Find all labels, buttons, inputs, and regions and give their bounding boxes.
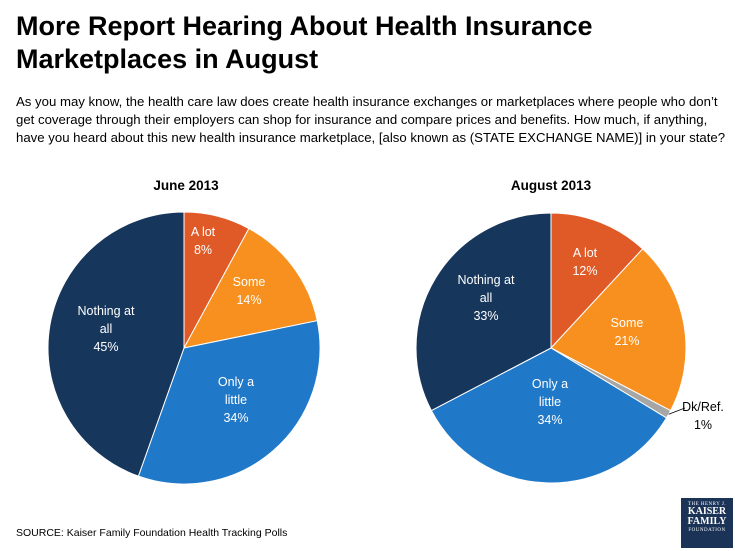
- source-note: SOURCE: Kaiser Family Foundation Health …: [16, 527, 288, 539]
- logo-line2: FAMILY: [687, 516, 727, 527]
- august-value-dk-ref: 1%: [694, 418, 712, 432]
- june-label-only-a-little: Only a little 34%: [218, 375, 254, 425]
- august-category-nothing-at-all: all: [480, 291, 493, 305]
- page-title: More Report Hearing About Health Insuran…: [16, 11, 593, 74]
- logo-line1: KAISER: [687, 506, 727, 517]
- june-value-only-a-little: 34%: [223, 411, 248, 425]
- june-label-a-lot: A lot 8%: [191, 225, 216, 257]
- june-label-nothing-at-all: Nothing at all 45%: [78, 304, 136, 354]
- august-value-some: 21%: [614, 334, 639, 348]
- june-slice-nothing-at-all: [47, 211, 185, 477]
- logo-bottom: FOUNDATION: [688, 528, 726, 533]
- august-slice-only-a-little: [430, 347, 668, 484]
- june-chart-title: June 2013: [153, 178, 219, 193]
- june-value-some: 14%: [236, 293, 261, 307]
- logo-top: THE HENRY J.: [687, 502, 727, 507]
- june-category-nothing-at-all: Nothing at: [78, 304, 136, 318]
- june-value-a-lot: 8%: [194, 243, 212, 257]
- june-category-only-a-little: little: [225, 393, 247, 407]
- august-value-nothing-at-all: 33%: [473, 309, 498, 323]
- august-label-nothing-at-all: Nothing at all 33%: [458, 273, 516, 323]
- june-category-nothing-at-all: all: [100, 322, 113, 336]
- june-slice-only-a-little: [137, 320, 321, 485]
- june-category-a-lot: A lot: [191, 225, 216, 239]
- august-label-only-a-little: Only a little 34%: [532, 377, 568, 427]
- august-slice-some: [550, 248, 687, 412]
- august-category-dk-ref: Dk/Ref.: [682, 400, 724, 414]
- june-category-only-a-little: Only a: [218, 375, 254, 389]
- june-label-some: Some 14%: [233, 275, 266, 307]
- june-category-some: Some: [233, 275, 266, 289]
- june-value-nothing-at-all: 45%: [93, 340, 118, 354]
- august-category-only-a-little: little: [539, 395, 561, 409]
- june-slice-some: [183, 227, 318, 349]
- august-label-a-lot: A lot 12%: [572, 246, 597, 278]
- august-category-nothing-at-all: Nothing at: [458, 273, 516, 287]
- august-label-dk-ref: Dk/Ref. 1%: [682, 400, 724, 432]
- august-value-a-lot: 12%: [572, 264, 597, 278]
- august-category-some: Some: [611, 316, 644, 330]
- august-slice-nothing-at-all: [415, 212, 552, 412]
- august-leader-dk-ref: [668, 407, 686, 415]
- august-category-a-lot: A lot: [573, 246, 598, 260]
- august-slice-a-lot: [550, 212, 644, 350]
- survey-question: As you may know, the health care law doe…: [16, 94, 726, 145]
- august-chart-title: August 2013: [510, 178, 592, 193]
- kff-logo: THE HENRY J. KAISER FAMILY FOUNDATION: [681, 498, 733, 548]
- august-category-only-a-little: Only a: [532, 377, 568, 391]
- august-label-some: Some 21%: [611, 316, 644, 348]
- august-value-only-a-little: 34%: [537, 413, 562, 427]
